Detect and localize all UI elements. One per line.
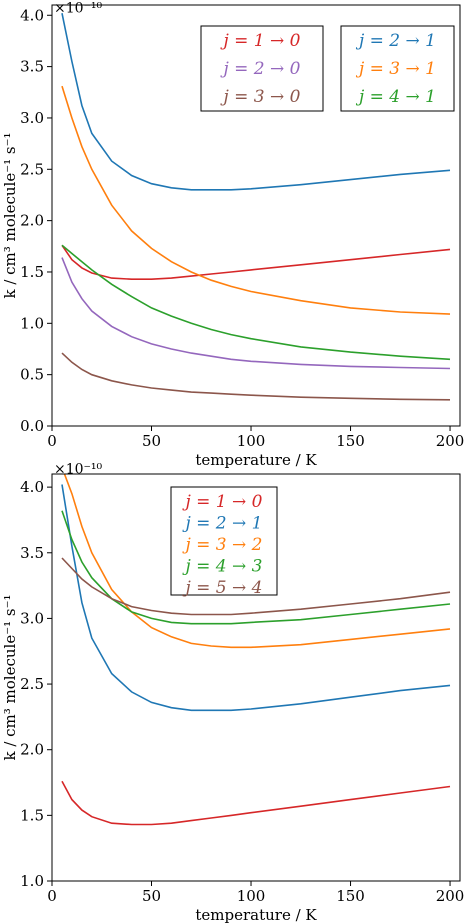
y-tick-label: 1.0 <box>20 872 44 890</box>
legend-entry: j = 3 → 0 <box>219 87 300 107</box>
legend-entry: j = 3 → 1 <box>355 59 436 79</box>
y-tick-label: 3.5 <box>20 58 44 76</box>
y-tick-label: 4.0 <box>20 478 44 496</box>
legend-entry: j = 1 → 0 <box>219 31 300 51</box>
chart-panel-1: 0 50 100 150 200 0.0 0.5 1.0 1.5 2.0 2.5 3.0 3.5 4.0 ×… <box>1 1 464 470</box>
series-line-2 <box>61 257 451 370</box>
y-tick-label: 1.0 <box>20 314 44 332</box>
legend-entry: j = 5 → 4 <box>181 578 262 598</box>
y-axis-label: k / cm³ molecule⁻¹ s⁻¹ <box>1 594 19 760</box>
legend-entry: j = 3 → 2 <box>181 535 262 555</box>
legend-entry: j = 4 → 3 <box>181 557 262 577</box>
series-line-4 <box>61 13 451 191</box>
x-tick-label: 0 <box>47 887 57 905</box>
x-tick-label: 150 <box>336 432 365 450</box>
y-tick-label: 2.5 <box>20 160 44 178</box>
x-axis-label: temperature / K <box>195 906 317 924</box>
series-line-1 <box>61 780 451 826</box>
y-tick-label: 0.5 <box>20 366 44 384</box>
series-line-4 <box>61 510 451 625</box>
y-tick-label: 2.0 <box>20 741 44 759</box>
legend-entry: j = 2 → 0 <box>219 59 300 79</box>
x-tick-label: 100 <box>237 887 266 905</box>
y-tick-label: 3.0 <box>20 609 44 627</box>
chart-panel-2: 0 50 100 150 200 1.0 1.5 2.0 2.5 3.0 3.5 4.0 ×10⁻¹⁰ t… <box>1 462 464 924</box>
x-tick-label: 100 <box>237 432 266 450</box>
y-tick-label: 2.0 <box>20 212 44 230</box>
y-tick-label: 4.0 <box>20 6 44 24</box>
series-line-3 <box>63 474 451 649</box>
legend-entry: j = 1 → 0 <box>181 492 262 512</box>
series-line-2 <box>61 484 451 712</box>
y-tick-label: 1.5 <box>20 263 44 281</box>
y-tick-label: 3.5 <box>20 544 44 562</box>
plot-frame <box>51 4 461 427</box>
y-tick-label: 1.5 <box>20 806 44 824</box>
x-axis-label: temperature / K <box>195 451 317 469</box>
legend-entry: j = 2 → 1 <box>181 514 262 534</box>
x-tick-label: 200 <box>436 432 465 450</box>
y-tick-label: 3.0 <box>20 109 44 127</box>
x-tick-label: 150 <box>336 887 365 905</box>
legend-box <box>340 25 455 112</box>
y-tick-label: 2.5 <box>20 675 44 693</box>
legend-box <box>170 486 278 596</box>
y-tick-label: 0.0 <box>20 417 44 435</box>
legend-entry: j = 4 → 1 <box>355 87 436 107</box>
series-line-5 <box>61 85 451 315</box>
series-line-5 <box>61 557 451 616</box>
legend: j = 2 → 1 j = 3 → 1 j = 4 → 1 <box>340 25 455 112</box>
legend: j = 1 → 0 j = 2 → 0 j = 3 → 0 <box>200 25 324 112</box>
plot-frame <box>51 473 461 882</box>
y-axis-label: k / cm³ molecule⁻¹ s⁻¹ <box>1 132 19 298</box>
x-tick-label: 200 <box>436 887 465 905</box>
x-tick-label: 50 <box>142 887 161 905</box>
series-line-1 <box>61 244 451 280</box>
series-line-6 <box>61 244 451 361</box>
legend: j = 1 → 0j = 2 → 1j = 3 → 2j = 4 → 3j = … <box>170 486 278 598</box>
series-line-3 <box>61 352 451 401</box>
x-tick-label: 0 <box>47 432 57 450</box>
legend-box <box>200 25 324 112</box>
y-multiplier: ×10⁻¹⁰ <box>54 1 103 17</box>
legend-entry: j = 2 → 1 <box>355 31 436 51</box>
x-tick-label: 50 <box>142 432 161 450</box>
y-multiplier: ×10⁻¹⁰ <box>54 462 103 478</box>
